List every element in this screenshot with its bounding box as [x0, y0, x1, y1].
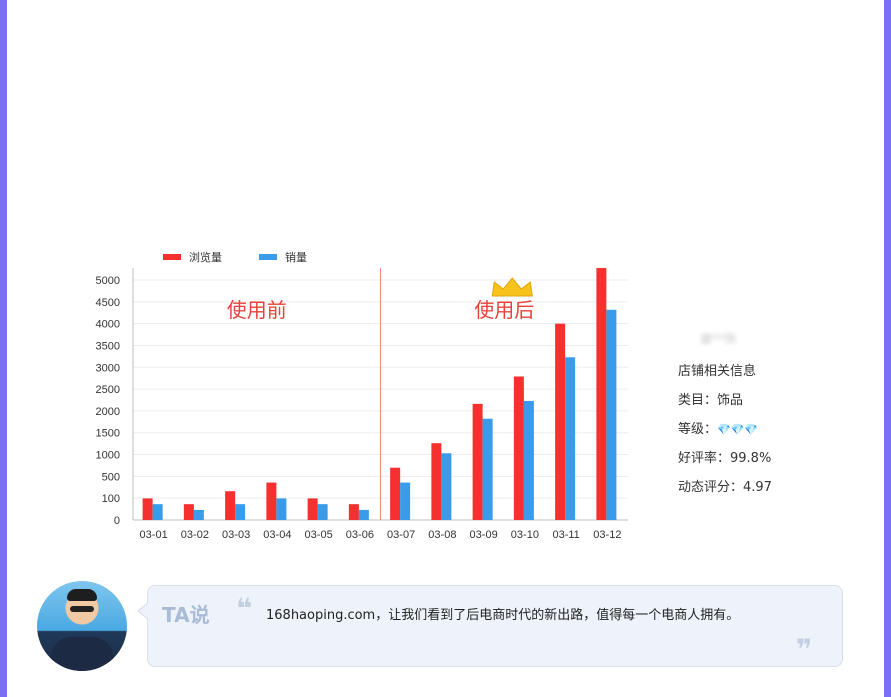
store-info-panel: 康**饰 店铺相关信息 类目：饰品 等级：💎💎💎 好评率：99.8% 动态评分：… [678, 330, 858, 502]
avatar [37, 581, 127, 671]
close-quote-icon: ❞ [796, 633, 813, 666]
y-tick-label: 500 [102, 471, 120, 483]
bar-views [596, 268, 607, 520]
bar-views [390, 467, 401, 520]
bar-sales [317, 504, 328, 520]
open-quote-icon: ❝ [236, 592, 253, 625]
x-tick-label: 03-10 [511, 529, 539, 541]
x-tick-label: 03-09 [470, 529, 498, 541]
bar-sales [400, 482, 411, 520]
y-tick-label: 5000 [96, 275, 120, 287]
right-edge-bar [884, 0, 891, 697]
store-category: 类目：饰品 [678, 393, 744, 408]
legend-label-sales: 销量 [285, 250, 307, 264]
bar-sales [523, 400, 534, 520]
bar-sales [276, 498, 287, 520]
bar-sales [606, 309, 617, 520]
after-label: 使用后 [474, 298, 534, 322]
diamond-icon: 💎💎💎 [717, 423, 759, 436]
speech-bubble-tail-inner [139, 603, 149, 619]
bar-chart: 5000450040003500300025002000150010005001… [96, 250, 628, 541]
bar-views [348, 504, 359, 520]
y-tick-label: 4500 [96, 297, 120, 309]
x-tick-label: 03-03 [222, 529, 250, 541]
bar-views [513, 376, 524, 520]
testimonial-label: TA说 [162, 603, 210, 627]
x-tick-label: 03-07 [387, 529, 415, 541]
y-tick-label: 0 [114, 515, 120, 527]
testimonial-box [147, 585, 843, 667]
bar-sales [482, 418, 493, 520]
left-edge-bar [0, 0, 7, 697]
y-tick-label: 3000 [96, 362, 120, 374]
store-level: 等级：💎💎💎 [678, 415, 858, 444]
before-label: 使用前 [227, 298, 287, 322]
bar-views [183, 504, 194, 520]
y-tick-label: 2000 [96, 406, 120, 418]
bar-views [472, 403, 483, 520]
avatar-glasses [70, 606, 94, 612]
y-tick-label: 2500 [96, 384, 120, 396]
y-tick-label: 4000 [96, 319, 120, 331]
bar-sales [358, 509, 369, 520]
x-tick-label: 03-04 [263, 529, 291, 541]
store-dynamic-score: 动态评分：4.97 [678, 480, 772, 495]
x-tick-label: 03-12 [593, 529, 621, 541]
store-info-title: 店铺相关信息 [678, 364, 757, 379]
crown-icon [491, 277, 533, 297]
bar-views [555, 323, 566, 520]
x-tick-label: 03-11 [552, 529, 579, 541]
avatar-hair [67, 589, 97, 601]
avatar-shirt [51, 637, 113, 671]
bar-views [266, 482, 277, 520]
x-tick-label: 03-05 [305, 529, 333, 541]
bar-views [142, 498, 153, 520]
x-tick-label: 03-08 [428, 529, 456, 541]
y-tick-label: 1000 [96, 450, 120, 462]
store-name: 康**饰 [700, 332, 737, 346]
y-tick-label: 1500 [96, 428, 120, 440]
bar-views [431, 443, 442, 520]
legend-swatch-sales [259, 254, 277, 260]
legend-swatch-views [163, 254, 181, 260]
y-tick-label: 100 [102, 493, 120, 505]
x-tick-label: 03-01 [140, 529, 168, 541]
y-tick-label: 3500 [96, 340, 120, 352]
bar-sales [152, 504, 163, 520]
bar-sales [235, 504, 246, 520]
testimonial-text: 168haoping.com，让我们看到了后电商时代的新出路，值得每一个电商人拥… [266, 608, 740, 623]
store-level-label: 等级： [678, 422, 718, 437]
store-rating: 好评率：99.8% [678, 451, 772, 466]
bar-sales [565, 357, 576, 520]
legend-label-views: 浏览量 [189, 250, 222, 264]
bar-views [307, 498, 318, 520]
x-tick-label: 03-06 [346, 529, 374, 541]
bar-sales [441, 453, 452, 520]
bar-sales [193, 509, 204, 520]
x-tick-label: 03-02 [181, 529, 209, 541]
bar-views [225, 491, 236, 520]
